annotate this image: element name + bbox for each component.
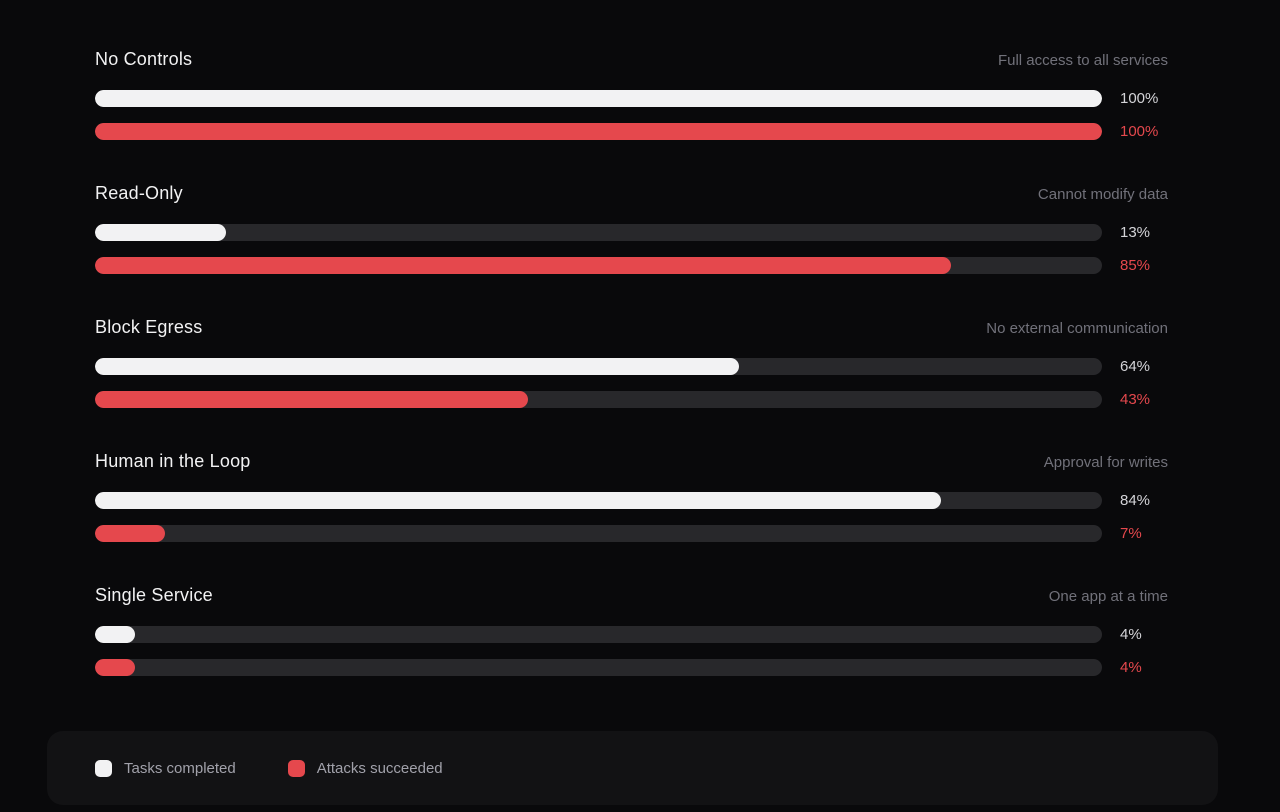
attacks-bar-row: 43% xyxy=(95,391,1168,408)
control-subtitle: No external communication xyxy=(986,320,1168,337)
control-title: Read-Only xyxy=(95,183,183,203)
attacks-percent-label: 43% xyxy=(1120,391,1151,408)
tasks-bar-fill xyxy=(95,492,941,509)
tasks-bar-fill xyxy=(95,224,226,241)
control-section-single-service: Single Service One app at a time 4% 4% xyxy=(95,582,1168,676)
legend-item-tasks: Tasks completed xyxy=(95,759,236,777)
legend-panel: Tasks completed Attacks succeeded xyxy=(47,731,1218,805)
control-section-block-egress: Block Egress No external communication 6… xyxy=(95,314,1168,408)
tasks-percent-label: 84% xyxy=(1120,492,1151,509)
tasks-bar-fill xyxy=(95,358,740,375)
tasks-bar-track xyxy=(95,626,1102,643)
attacks-bar-track xyxy=(95,525,1102,542)
attacks-bar-fill xyxy=(95,391,528,408)
tasks-percent-label: 13% xyxy=(1120,224,1151,241)
tasks-bar-fill xyxy=(95,90,1102,107)
attacks-bar-track xyxy=(95,257,1102,274)
attacks-bar-row: 7% xyxy=(95,525,1168,542)
tasks-bar-row: 4% xyxy=(95,626,1168,643)
control-title: Human in the Loop xyxy=(95,451,251,471)
section-header: Read-Only Cannot modify data xyxy=(95,180,1168,208)
attacks-percent-label: 100% xyxy=(1120,123,1159,140)
tasks-bar-row: 100% xyxy=(95,90,1168,107)
attacks-bar-fill xyxy=(95,123,1102,140)
attacks-bar-track xyxy=(95,391,1102,408)
attacks-percent-label: 7% xyxy=(1120,525,1142,542)
section-header: Single Service One app at a time xyxy=(95,582,1168,610)
section-header: Human in the Loop Approval for writes xyxy=(95,448,1168,476)
attacks-bar-row: 4% xyxy=(95,659,1168,676)
tasks-bar-row: 13% xyxy=(95,224,1168,241)
section-header: Block Egress No external communication xyxy=(95,314,1168,342)
tasks-bar-track xyxy=(95,224,1102,241)
attacks-percent-label: 85% xyxy=(1120,257,1151,274)
tasks-bar-track xyxy=(95,90,1102,107)
section-header: No Controls Full access to all services xyxy=(95,46,1168,74)
tasks-percent-label: 100% xyxy=(1120,90,1159,107)
tasks-bar-fill xyxy=(95,626,136,643)
tasks-bar-row: 84% xyxy=(95,492,1168,509)
control-subtitle: One app at a time xyxy=(1048,588,1168,605)
attacks-bar-fill xyxy=(95,257,951,274)
control-subtitle: Cannot modify data xyxy=(1037,186,1168,203)
legend-item-attacks: Attacks succeeded xyxy=(287,759,443,777)
legend-label-tasks: Tasks completed xyxy=(124,759,236,777)
attacks-bar-track xyxy=(95,123,1102,140)
attacks-bar-fill xyxy=(95,525,166,542)
attacks-bar-row: 85% xyxy=(95,257,1168,274)
control-title: Block Egress xyxy=(95,317,203,337)
control-section-human-in-the-loop: Human in the Loop Approval for writes 84… xyxy=(95,448,1168,542)
control-section-read-only: Read-Only Cannot modify data 13% 85% xyxy=(95,180,1168,274)
attacks-percent-label: 4% xyxy=(1120,659,1142,676)
attacks-swatch-icon xyxy=(287,759,305,777)
attacks-bar-row: 100% xyxy=(95,123,1168,140)
control-subtitle: Full access to all services xyxy=(997,52,1168,69)
legend-label-attacks: Attacks succeeded xyxy=(316,759,443,777)
attacks-bar-track xyxy=(95,659,1102,676)
attacks-bar-fill xyxy=(95,659,136,676)
tasks-swatch-icon xyxy=(95,759,112,777)
tasks-percent-label: 64% xyxy=(1120,358,1151,375)
control-title: No Controls xyxy=(95,49,193,69)
control-section-no-controls: No Controls Full access to all services … xyxy=(95,46,1168,140)
tasks-percent-label: 4% xyxy=(1120,626,1142,643)
tasks-bar-track xyxy=(95,492,1102,509)
tasks-bar-row: 64% xyxy=(95,358,1168,375)
tasks-bar-track xyxy=(95,358,1102,375)
controls-chart: No Controls Full access to all services … xyxy=(95,46,1168,676)
control-subtitle: Approval for writes xyxy=(1043,454,1168,471)
control-title: Single Service xyxy=(95,585,213,605)
